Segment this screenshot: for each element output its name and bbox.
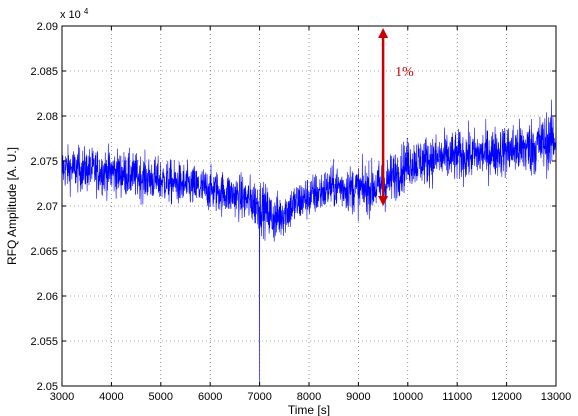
x-tick-label: 6000 xyxy=(198,391,222,403)
x-tick-label: 12000 xyxy=(491,391,522,403)
y-tick-labels: 2.05 2.055 2.06 2.065 2.07 2.075 2.08 2.085 2.09 xyxy=(30,21,58,393)
annotation xyxy=(378,28,389,206)
x-tick-label: 8000 xyxy=(297,391,321,403)
x-tick-label: 4000 xyxy=(99,391,123,403)
data-series-line xyxy=(61,99,557,387)
y-tick-label: 2.065 xyxy=(30,246,58,258)
x-tick-label: 7000 xyxy=(247,391,271,403)
x-tick-label: 13000 xyxy=(541,391,572,403)
x-tick-label: 10000 xyxy=(393,391,424,403)
y-axis-label: RFQ Amplitude [A. U.] xyxy=(5,147,19,265)
y-tick-label: 2.055 xyxy=(30,336,58,348)
y-exponent-base: x 10 xyxy=(60,9,81,21)
x-tick-label: 9000 xyxy=(346,391,370,403)
x-tick-label: 5000 xyxy=(149,391,173,403)
y-tick-label: 2.07 xyxy=(37,201,58,213)
y-tick-label: 2.075 xyxy=(30,156,58,168)
y-tick-label: 2.06 xyxy=(37,291,58,303)
y-tick-label: 2.05 xyxy=(37,381,58,393)
x-axis-label: Time [s] xyxy=(288,403,330,416)
annotation-arrow-head-bottom xyxy=(378,196,389,206)
y-tick-label: 2.085 xyxy=(30,66,58,78)
tick-marks xyxy=(61,25,557,387)
x-tick-label: 3000 xyxy=(50,391,74,403)
x-tick-label: 11000 xyxy=(442,391,472,403)
data-series xyxy=(61,99,557,387)
y-exponent-power: 4 xyxy=(84,7,89,16)
y-tick-label: 2.09 xyxy=(37,21,58,33)
x-tick-labels: 3000 4000 5000 6000 7000 8000 9000 10000 11000 12… xyxy=(50,391,572,403)
y-exponent-label: x 10 4 xyxy=(60,7,89,21)
y-tick-label: 2.08 xyxy=(37,111,58,123)
annotation-arrow-head-top xyxy=(378,28,389,38)
annotation-label: 1% xyxy=(395,65,414,80)
